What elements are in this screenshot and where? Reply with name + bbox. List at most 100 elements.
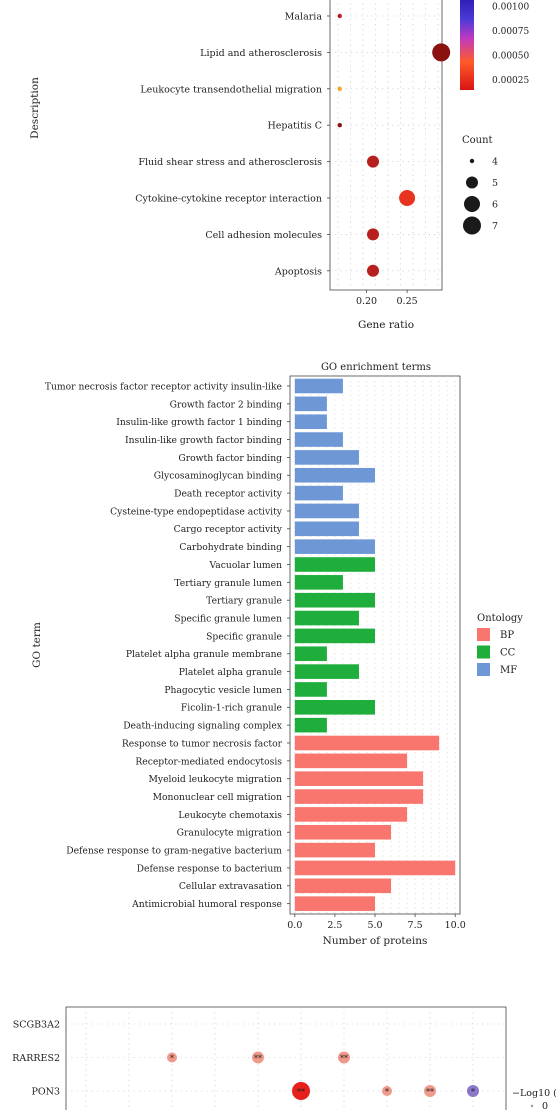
kegg-dotplot: Malaria Lipid and atherosclerosis Leukocyt…: [29, 0, 529, 331]
kegg-y-tick-label: Cytokine-cytokine receptor interaction: [135, 194, 322, 205]
go-bar: [294, 646, 327, 662]
size-legend-label: 7: [492, 221, 498, 232]
kegg-y-tick-label: Malaria: [285, 12, 323, 23]
go-y-tick-label: Phagocytic vesicle lumen: [164, 685, 282, 696]
go-y-tick-label: Insulin-like growth factor 1 binding: [116, 417, 282, 428]
ontology-legend-swatch: [477, 628, 490, 641]
go-y-tick-label: Specific granule lumen: [174, 613, 282, 624]
gene-point-stars: **: [340, 1054, 348, 1063]
kegg-y-tick-label: Lipid and atherosclerosis: [200, 48, 322, 59]
go-bar: [294, 700, 375, 715]
size-legend-title: Count: [462, 135, 493, 146]
ontology-legend-swatch: [477, 645, 490, 659]
gene-point: [382, 1086, 392, 1096]
go-bar: [294, 503, 359, 519]
gene-point-stars: *: [385, 1088, 389, 1097]
go-y-tick-label: Platelet alpha granule: [179, 667, 282, 678]
go-y-tick-label: Granulocyte migration: [177, 828, 282, 839]
gene-row-label: RARRES2: [12, 1053, 60, 1064]
go-y-tick-labels: Tumor necrosis factor receptor activity …: [45, 381, 290, 910]
go-bar: [294, 682, 327, 697]
go-bar: [294, 628, 375, 644]
go-bar: [294, 539, 375, 554]
go-y-tick-label: Ficolin-1-rich granule: [181, 703, 282, 714]
go-bar: [294, 450, 359, 465]
size-legend-dot: [469, 158, 475, 164]
go-bar: [294, 396, 327, 412]
go-y-tick-label: Response to tumor necrosis factor: [122, 738, 283, 749]
kegg-y-tick-label: Cell adhesion molecules: [205, 230, 322, 241]
size-legend-dot: [463, 216, 481, 235]
gene-row-label: PON3: [31, 1087, 60, 1098]
gene-point-stars: *: [471, 1088, 475, 1097]
kegg-y-tick-label: Apoptosis: [274, 266, 322, 277]
go-y-tick-label: Cellular extravasation: [179, 881, 282, 892]
go-bar: [294, 860, 456, 876]
go-bar: [294, 789, 424, 804]
go-bar: [294, 664, 359, 679]
go-bar: [294, 824, 392, 840]
kegg-y-axis-label: Description: [29, 77, 41, 139]
kegg-x-tick-label: 0.25: [397, 296, 418, 307]
go-bar: [294, 575, 343, 590]
kegg-x-axis-label: Gene ratio: [358, 319, 414, 331]
go-y-tick-label: Tumor necrosis factor receptor activity …: [45, 381, 282, 392]
go-bars: [294, 378, 456, 911]
go-barchart: GO enrichment terms Tumor necrosis facto…: [31, 362, 523, 947]
go-bar: [294, 753, 408, 769]
color-bar-tick-labels: 0.00100 0.00075 0.00050 0.00025: [474, 3, 529, 86]
go-bar: [294, 432, 343, 447]
kegg-point: [337, 86, 342, 92]
go-y-tick-label: Vacuolar lumen: [208, 560, 282, 571]
go-y-tick-label: Leukocyte chemotaxis: [178, 810, 282, 821]
ontology-legend-swatch: [477, 663, 490, 676]
go-y-tick-label: Antimicrobial humoral response: [131, 899, 282, 910]
gene-points: *************: [167, 1051, 479, 1100]
go-y-tick-label: Platelet alpha granule membrane: [126, 649, 282, 660]
gene-point: [167, 1052, 177, 1063]
kegg-point: [367, 228, 380, 241]
go-chart-title: GO enrichment terms: [321, 362, 431, 373]
go-bar: [294, 717, 327, 733]
go-x-tick-label: 2.5: [327, 920, 342, 931]
go-y-tick-label: Carbohydrate binding: [179, 542, 282, 553]
kegg-y-tick-label: Leukocyte transendothelial migration: [140, 84, 322, 95]
kegg-point: [367, 155, 380, 168]
kegg-point: [337, 13, 342, 19]
size-legend-dot: [464, 196, 480, 212]
size-legend: 4 5 6 7: [463, 157, 498, 235]
go-y-tick-label: Growth factor binding: [178, 453, 282, 464]
go-y-tick-label: Death receptor activity: [174, 489, 283, 500]
size-legend-label: 6: [492, 200, 498, 211]
gene-point: [338, 1051, 350, 1064]
go-y-tick-label: Insulin-like growth factor binding: [125, 435, 282, 446]
go-x-tick-label: 5.0: [367, 920, 382, 931]
go-bar: [294, 896, 375, 911]
go-bar: [294, 842, 375, 858]
kegg-y-tick-labels: Malaria Lipid and atherosclerosis Leukocyt…: [135, 12, 330, 277]
gene-point: [467, 1085, 479, 1097]
go-bar: [294, 378, 343, 394]
go-grid: [294, 376, 456, 914]
go-bar: [294, 414, 327, 429]
gene-legend-dot: [530, 1104, 534, 1108]
go-bar: [294, 467, 375, 483]
go-y-tick-label: Death-inducing signaling complex: [123, 721, 283, 732]
go-x-tick-label: 0.0: [287, 920, 302, 931]
go-x-tick-label: 7.5: [408, 920, 423, 931]
go-x-axis-label: Number of proteins: [323, 935, 428, 947]
size-legend-label: 4: [492, 157, 498, 168]
gene-plot-area: [65, 1006, 507, 1110]
go-bar: [294, 557, 375, 572]
go-y-tick-label: Receptor-mediated endocytosis: [135, 756, 282, 767]
gene-point: [252, 1051, 264, 1064]
go-y-tick-label: Glycosaminoglycan binding: [154, 471, 282, 482]
gene-point-stars: *: [170, 1054, 174, 1063]
go-y-axis-label: GO term: [31, 622, 43, 668]
go-x-tick-labels: 0.0 2.5 5.0 7.5 10.0: [287, 914, 466, 931]
kegg-plot-area: [329, 0, 443, 291]
kegg-y-tick-label: Fluid shear stress and atherosclerosis: [138, 157, 322, 168]
kegg-point: [367, 264, 380, 277]
ontology-legend-label: MF: [500, 665, 517, 676]
